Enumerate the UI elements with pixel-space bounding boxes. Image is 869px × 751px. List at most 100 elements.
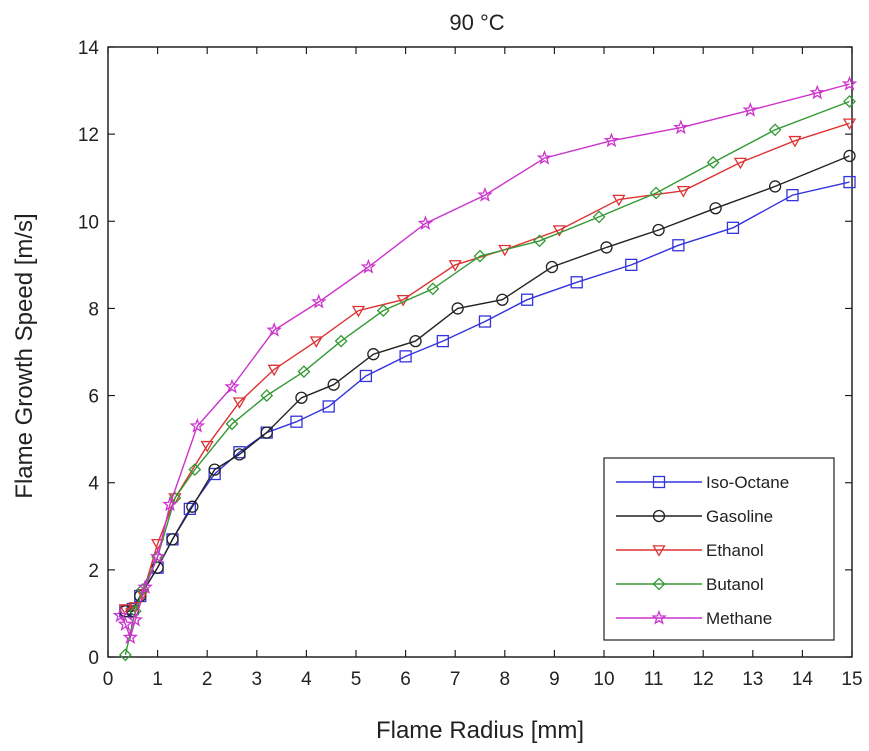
x-tick-label: 9 bbox=[549, 669, 560, 690]
x-tick-label: 11 bbox=[644, 669, 664, 690]
data-point-ethanol bbox=[788, 135, 802, 148]
data-point-iso-octane bbox=[786, 188, 799, 202]
x-tick-label: 2 bbox=[202, 669, 213, 690]
series-gasoline bbox=[119, 149, 856, 618]
data-point-iso-octane bbox=[625, 258, 638, 272]
data-point-methane bbox=[673, 119, 689, 135]
data-point-methane bbox=[536, 149, 553, 165]
data-point-methane bbox=[189, 417, 206, 433]
data-point-iso-octane bbox=[672, 239, 685, 252]
y-tick-label: 10 bbox=[78, 212, 99, 233]
x-axis-label: Flame Radius [mm] bbox=[376, 717, 584, 744]
x-tick-label: 8 bbox=[500, 669, 511, 690]
data-point-gasoline bbox=[186, 500, 199, 513]
legend-label: Butanol bbox=[706, 575, 764, 594]
x-tick-label: 5 bbox=[351, 669, 362, 690]
data-point-gasoline bbox=[233, 448, 246, 461]
data-point-butanol bbox=[376, 304, 390, 318]
data-point-methane bbox=[224, 378, 240, 394]
data-point-butanol bbox=[297, 365, 311, 379]
x-tick-label: 6 bbox=[400, 669, 411, 690]
legend-label: Gasoline bbox=[706, 507, 773, 526]
data-point-methane bbox=[603, 132, 620, 148]
legend-item-butanol: Butanol bbox=[616, 575, 764, 594]
data-point-butanol bbox=[533, 234, 546, 248]
x-tick-label: 10 bbox=[593, 669, 614, 690]
x-tick-label: 1 bbox=[152, 669, 163, 690]
data-point-iso-octane bbox=[183, 502, 196, 516]
y-tick-label: 4 bbox=[88, 474, 99, 495]
legend-marker-iso-octane bbox=[652, 475, 666, 489]
data-point-ethanol bbox=[552, 225, 566, 237]
plot-area-frame bbox=[107, 46, 853, 658]
data-point-gasoline bbox=[327, 378, 340, 391]
data-point-butanol bbox=[649, 186, 663, 200]
legend-item-methane: Methane bbox=[616, 609, 772, 628]
series-line-gasoline bbox=[125, 155, 850, 612]
y-tick-label: 12 bbox=[78, 125, 99, 146]
x-tick-label: 12 bbox=[693, 669, 714, 690]
data-point-butanol bbox=[225, 417, 239, 431]
data-point-gasoline bbox=[709, 202, 722, 215]
data-point-ethanol bbox=[351, 305, 366, 318]
legend-marker-gasoline bbox=[652, 509, 666, 523]
data-point-methane bbox=[266, 322, 282, 337]
series-layer bbox=[112, 75, 858, 662]
data-point-ethanol bbox=[733, 157, 748, 170]
data-point-methane bbox=[311, 293, 327, 309]
data-point-iso-octane bbox=[436, 334, 449, 348]
data-point-butanol bbox=[426, 282, 440, 296]
data-point-iso-octane bbox=[208, 467, 221, 481]
data-point-gasoline bbox=[496, 293, 509, 306]
data-point-ethanol bbox=[267, 364, 281, 377]
data-point-methane bbox=[809, 84, 826, 100]
data-point-methane bbox=[122, 629, 139, 644]
data-point-iso-octane bbox=[570, 276, 583, 289]
data-point-butanol bbox=[188, 463, 202, 477]
data-point-butanol bbox=[118, 648, 132, 662]
data-point-gasoline bbox=[843, 149, 856, 163]
data-point-gasoline bbox=[652, 223, 665, 237]
x-tick-label: 14 bbox=[792, 669, 814, 690]
data-point-methane bbox=[162, 496, 178, 512]
y-tick-label: 6 bbox=[88, 387, 99, 408]
legend-marker-methane bbox=[651, 609, 667, 625]
legend-label: Ethanol bbox=[706, 541, 764, 560]
x-tick-label: 7 bbox=[450, 669, 461, 690]
data-point-iso-octane bbox=[322, 400, 335, 413]
data-point-butanol bbox=[843, 95, 856, 108]
data-point-gasoline bbox=[451, 302, 464, 315]
data-point-ethanol bbox=[448, 260, 462, 272]
x-tick-label: 3 bbox=[252, 669, 263, 690]
data-point-iso-octane bbox=[399, 350, 412, 363]
data-point-ethanol bbox=[309, 336, 323, 348]
data-point-ethanol bbox=[200, 440, 214, 453]
data-point-methane bbox=[149, 548, 166, 564]
data-point-methane bbox=[127, 611, 144, 627]
data-point-ethanol bbox=[676, 186, 690, 198]
series-line-ethanol bbox=[125, 122, 850, 610]
data-point-methane bbox=[137, 579, 153, 594]
y-tick-label: 2 bbox=[88, 561, 99, 582]
data-point-methane bbox=[477, 186, 493, 202]
data-point-butanol bbox=[768, 123, 782, 137]
data-point-iso-octane bbox=[290, 415, 303, 428]
data-point-methane bbox=[117, 616, 134, 631]
legend-box bbox=[603, 457, 835, 641]
legend-item-gasoline: Gasoline bbox=[616, 507, 773, 526]
data-point-gasoline bbox=[409, 334, 422, 348]
data-point-butanol bbox=[260, 389, 274, 402]
y-axis-label: Flame Growth Speed [m/s] bbox=[11, 213, 38, 498]
data-point-gasoline bbox=[260, 426, 273, 439]
data-point-gasoline bbox=[367, 348, 380, 361]
data-point-gasoline bbox=[545, 260, 559, 274]
data-point-iso-octane bbox=[520, 293, 534, 306]
y-tick-label: 0 bbox=[88, 648, 99, 669]
data-point-butanol bbox=[592, 210, 606, 224]
data-point-methane bbox=[742, 102, 759, 117]
data-point-methane bbox=[112, 607, 129, 623]
data-point-methane bbox=[417, 215, 434, 231]
data-point-ethanol bbox=[612, 194, 626, 207]
series-methane bbox=[112, 75, 858, 644]
data-point-methane bbox=[841, 75, 858, 91]
